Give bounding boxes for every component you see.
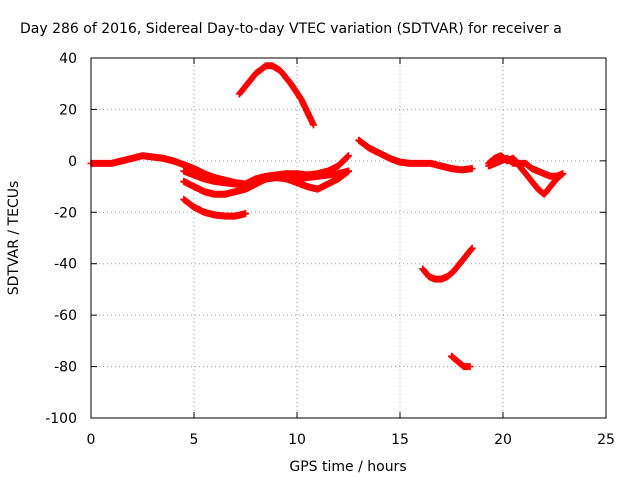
x-tick-label: 15 <box>391 432 409 448</box>
chart-title: Day 286 of 2016, Sidereal Day-to-day VTE… <box>20 21 562 37</box>
data-points <box>485 154 567 180</box>
data-points <box>419 244 476 283</box>
x-tick-label: 10 <box>288 432 306 448</box>
y-tick-label: -100 <box>45 411 77 427</box>
tick-layer: 0 5 10 15 20 25 -100 -80 -60 -40 -20 0 20 40 <box>45 51 615 448</box>
data-points <box>448 352 474 371</box>
data-points <box>235 62 317 129</box>
x-tick-label: 25 <box>597 432 615 448</box>
data-layer <box>87 62 567 371</box>
data-series-6 <box>355 136 476 174</box>
x-tick-label: 20 <box>494 432 512 448</box>
y-tick-label: 20 <box>59 102 77 118</box>
y-tick-label: -20 <box>54 205 77 221</box>
x-tick-label: 5 <box>190 432 199 448</box>
y-axis-label: SDTVAR / TECUs <box>6 181 22 296</box>
y-tick-label: -80 <box>54 360 77 376</box>
data-series-9 <box>419 244 476 283</box>
grid-layer <box>91 58 606 418</box>
data-series-4 <box>180 195 249 220</box>
data-series-10 <box>448 352 474 371</box>
y-tick-label: 40 <box>59 51 77 67</box>
data-points <box>180 195 249 220</box>
data-points <box>355 136 476 174</box>
data-points <box>180 167 352 193</box>
y-tick-label: -40 <box>54 257 77 273</box>
data-series-8 <box>485 154 567 180</box>
plot-frame <box>90 57 607 419</box>
y-tick-label: -60 <box>54 308 77 324</box>
x-axis-label: GPS time / hours <box>289 459 406 475</box>
y-tick-label: 0 <box>68 154 77 170</box>
x-tick-label: 0 <box>87 432 96 448</box>
data-series-3 <box>180 167 352 193</box>
data-series-5 <box>235 62 317 129</box>
